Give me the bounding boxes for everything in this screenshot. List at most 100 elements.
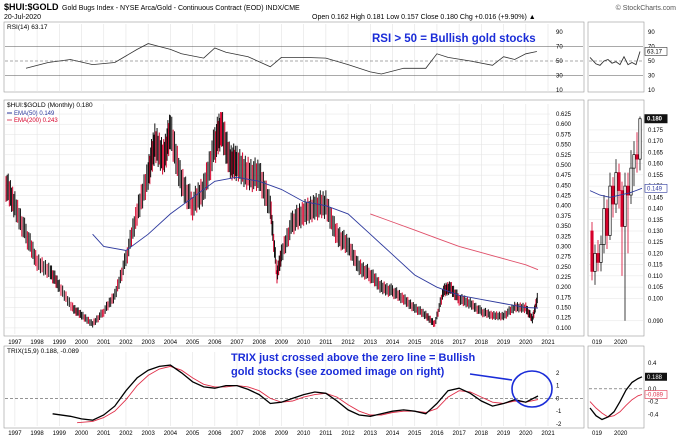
year-tick-label-bottom: 2009 bbox=[275, 431, 289, 437]
price-tick-label: 0.450 bbox=[556, 183, 572, 189]
trix-line bbox=[52, 364, 539, 421]
trix-legend: TRIX(15,9) 0.188, -0.089 bbox=[7, 348, 79, 355]
price-tick-label: 0.400 bbox=[556, 204, 572, 210]
year-tick-label: 2008 bbox=[253, 340, 267, 346]
rsi-tick-label: 10 bbox=[556, 88, 563, 94]
year-tick-label: 2012 bbox=[341, 340, 355, 346]
year-tick-label: 1997 bbox=[8, 340, 22, 346]
year-tick-label-bottom: 2003 bbox=[141, 431, 155, 437]
year-tick-label-bottom: 1997 bbox=[8, 431, 22, 437]
year-tick-label: 2021 bbox=[541, 340, 555, 346]
year-tick-label: 2019 bbox=[497, 340, 511, 346]
year-tick-label-bottom: 2016 bbox=[430, 431, 444, 437]
zoom-trix-value-label: 0.188 bbox=[647, 375, 663, 381]
zoom-x-tick-label-bottom: 019 bbox=[592, 431, 603, 437]
price-tick-label: 0.425 bbox=[556, 194, 572, 200]
price-tick-label: 0.200 bbox=[556, 285, 572, 291]
zoom-candle-body bbox=[590, 230, 594, 272]
price-tick-label: 0.125 bbox=[556, 316, 572, 322]
year-tick-label: 2005 bbox=[186, 340, 200, 346]
zoom-candle-body bbox=[599, 244, 603, 263]
zoom-price-tick-label: 0.155 bbox=[648, 173, 664, 179]
price-tick-label: 0.375 bbox=[556, 214, 572, 220]
zoom-candle-body bbox=[626, 185, 630, 196]
rsi-panel bbox=[3, 21, 585, 93]
zoom-candle-body bbox=[620, 190, 624, 227]
zoom-rsi-value-box bbox=[644, 47, 668, 56]
zoom-candle-body bbox=[614, 172, 618, 205]
zoom-x-tick-label: 019 bbox=[592, 340, 603, 346]
year-tick-label-bottom: 2015 bbox=[408, 431, 422, 437]
zoom-price-tick-label: 0.120 bbox=[648, 251, 664, 257]
year-tick-label: 2020 bbox=[519, 340, 533, 346]
year-tick-label: 2018 bbox=[475, 340, 489, 346]
zoom-candle-body bbox=[593, 253, 597, 272]
trix-tick-label: 0 bbox=[556, 396, 560, 402]
price-tick-label: 0.500 bbox=[556, 163, 572, 169]
year-tick-label-bottom: 2019 bbox=[497, 431, 511, 437]
year-tick-label-bottom: 2008 bbox=[253, 431, 267, 437]
price-tick-label: 0.625 bbox=[556, 112, 572, 118]
zoom-price-panel bbox=[587, 99, 645, 337]
year-tick-label: 2017 bbox=[452, 340, 466, 346]
year-tick-label: 2013 bbox=[364, 340, 378, 346]
zoom-price-tick-label: 0.140 bbox=[648, 207, 664, 213]
zoom-price-value-label: 0.180 bbox=[647, 117, 663, 123]
zoom-price-tick-label: 0.165 bbox=[648, 150, 664, 156]
zoom-price-tick-label: 0.105 bbox=[648, 285, 664, 291]
rsi-tick-label: 30 bbox=[556, 74, 563, 80]
zoom-trix-panel bbox=[587, 345, 645, 429]
zoom-price-tick-label: 0.130 bbox=[648, 229, 664, 235]
zoom-rsi-value-label: 63.17 bbox=[647, 49, 663, 55]
zoom-candle-body bbox=[635, 154, 639, 160]
trix-annotation-pointer bbox=[469, 373, 513, 381]
year-tick-label-bottom: 2000 bbox=[75, 431, 89, 437]
year-tick-label: 2003 bbox=[141, 340, 155, 346]
zoom-price-tick-label: 0.160 bbox=[648, 162, 664, 168]
zoom-trix-tick-label: -0.2 bbox=[648, 400, 659, 406]
zoom-rsi-tick-label: 30 bbox=[648, 74, 655, 80]
trix-annotation-line2: gold stocks (see zoomed image on right) bbox=[231, 366, 445, 378]
ema50-legend: EMA(50) 0.149 bbox=[14, 111, 55, 117]
zoom-trix-line bbox=[589, 376, 643, 421]
ema200-legend: EMA(200) 0.243 bbox=[14, 118, 58, 124]
zoom-price-value-box bbox=[644, 114, 668, 124]
year-tick-label-bottom: 2010 bbox=[297, 431, 311, 437]
price-tick-label: 0.100 bbox=[556, 326, 572, 332]
year-tick-label-bottom: 2017 bbox=[452, 431, 466, 437]
zoom-rsi-tick-label: 50 bbox=[648, 59, 655, 65]
zoom-ema-value-box bbox=[644, 184, 668, 193]
zoom-ema50-line bbox=[589, 187, 643, 198]
trix-signal-line bbox=[77, 365, 539, 424]
year-tick-label-bottom: 2012 bbox=[341, 431, 355, 437]
year-tick-label: 2014 bbox=[386, 340, 400, 346]
zoom-candle-body bbox=[617, 172, 621, 191]
zoom-price-tick-label: 0.175 bbox=[648, 128, 664, 134]
trix-panel bbox=[3, 345, 585, 429]
year-tick-label-bottom: 2001 bbox=[97, 431, 111, 437]
zoom-signal-value-box bbox=[644, 390, 668, 399]
zoom-price-tick-label: 0.170 bbox=[648, 139, 664, 145]
price-tick-label: 0.250 bbox=[556, 265, 572, 271]
year-tick-label: 2011 bbox=[319, 340, 333, 346]
chart-date: 20-Jul-2020 bbox=[4, 14, 41, 21]
year-tick-label: 2002 bbox=[119, 340, 133, 346]
trix-tick-label: -2 bbox=[556, 422, 562, 428]
zoom-candle-body bbox=[629, 167, 633, 196]
year-tick-label: 2000 bbox=[75, 340, 89, 346]
zoom-rsi-tick-label: 10 bbox=[648, 88, 655, 94]
zoom-trix-value-box bbox=[645, 372, 667, 381]
price-tick-label: 0.525 bbox=[556, 153, 572, 159]
rsi-annotation: RSI > 50 = Bullish gold stocks bbox=[372, 33, 536, 45]
zoom-signal-value-label: -0.089 bbox=[646, 392, 664, 398]
trix-annotation-line1: TRIX just crossed above the zero line = … bbox=[231, 352, 475, 364]
price-panel bbox=[3, 99, 585, 337]
zoom-trix-tick-label: 0.0 bbox=[648, 387, 657, 393]
year-tick-label-bottom: 2021 bbox=[541, 431, 555, 437]
year-tick-label-bottom: 2006 bbox=[208, 431, 222, 437]
year-tick-label: 2006 bbox=[208, 340, 222, 346]
ema200-line bbox=[370, 213, 539, 271]
year-tick-label: 2001 bbox=[97, 340, 111, 346]
zoom-x-tick-label-bottom: 2020 bbox=[614, 431, 628, 437]
